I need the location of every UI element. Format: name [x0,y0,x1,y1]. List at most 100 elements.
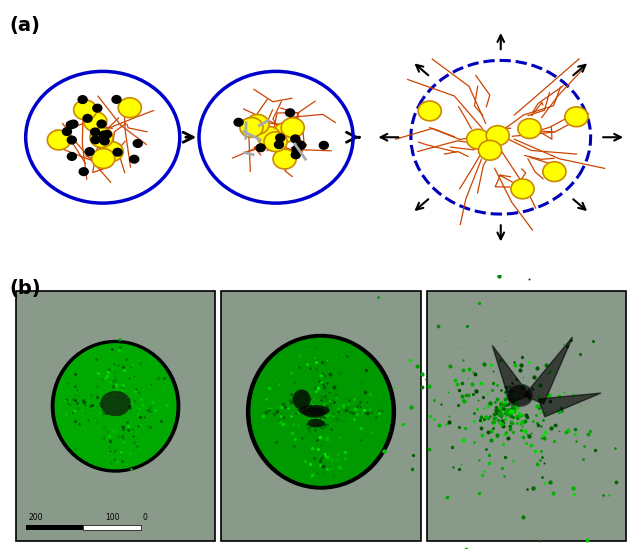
Point [544,391,554,400]
Point [505,406,515,415]
Point [292,389,302,397]
Point [97,409,107,418]
Point [505,420,515,429]
Point [361,409,372,418]
Point [495,400,505,408]
Point [489,410,499,418]
Point [68,395,78,404]
Point [535,380,545,389]
Point [501,405,511,413]
Point [505,410,516,418]
Point [459,397,469,406]
Point [362,397,372,406]
Circle shape [276,134,285,142]
Point [575,401,586,410]
Point [80,401,90,410]
Circle shape [66,121,75,129]
Point [302,404,312,413]
Point [123,402,134,411]
Point [153,374,164,383]
Point [110,455,120,463]
Point [85,428,96,436]
Point [450,376,460,385]
Point [306,397,316,406]
Point [481,445,491,453]
Point [110,367,120,376]
Point [289,442,299,451]
Point [96,402,107,411]
Point [406,403,416,412]
Bar [16,291,215,541]
Point [128,432,138,440]
Point [282,404,293,412]
Point [324,457,334,466]
Point [365,405,376,413]
Point [117,422,127,431]
Point [480,413,490,422]
Point [499,402,510,411]
Circle shape [418,101,441,121]
Point [325,369,335,378]
Point [91,391,101,400]
Point [136,365,146,374]
Point [505,395,516,404]
Point [568,390,578,399]
Circle shape [257,126,281,146]
Point [320,373,331,382]
Point [316,396,326,405]
Point [310,399,320,408]
Point [71,399,82,408]
Circle shape [518,119,541,138]
Polygon shape [525,337,573,404]
Point [495,418,505,427]
Point [334,463,344,472]
Point [270,410,281,418]
Point [501,407,512,416]
Point [501,406,512,414]
Point [479,466,489,475]
Point [322,378,332,387]
Point [302,419,313,428]
Point [505,412,516,421]
Point [119,393,129,402]
Point [331,391,341,400]
Bar [83,525,141,530]
Point [503,409,514,418]
Point [322,450,332,458]
Point [135,412,145,421]
Point [505,386,515,395]
Point [286,412,297,421]
Point [417,370,428,379]
Point [101,409,112,418]
Point [324,411,334,419]
Point [532,419,542,428]
Circle shape [467,129,490,149]
Point [263,384,273,393]
Point [108,380,118,389]
Point [332,455,342,463]
Point [334,401,344,410]
Point [326,425,336,434]
Point [488,379,498,388]
Point [327,471,338,480]
Point [145,403,155,412]
Point [140,411,150,419]
Circle shape [113,148,122,156]
Point [469,416,479,425]
Point [145,423,155,432]
Point [429,395,440,404]
Point [475,416,485,425]
Point [535,456,545,464]
Point [300,427,310,435]
Point [116,456,126,465]
Point [503,407,513,416]
Point [99,422,109,431]
Point [311,387,322,396]
Point [106,410,116,418]
Point [436,399,446,408]
Point [508,457,519,466]
Point [496,386,506,395]
Point [484,458,494,467]
Point [537,473,547,482]
Point [70,445,80,453]
